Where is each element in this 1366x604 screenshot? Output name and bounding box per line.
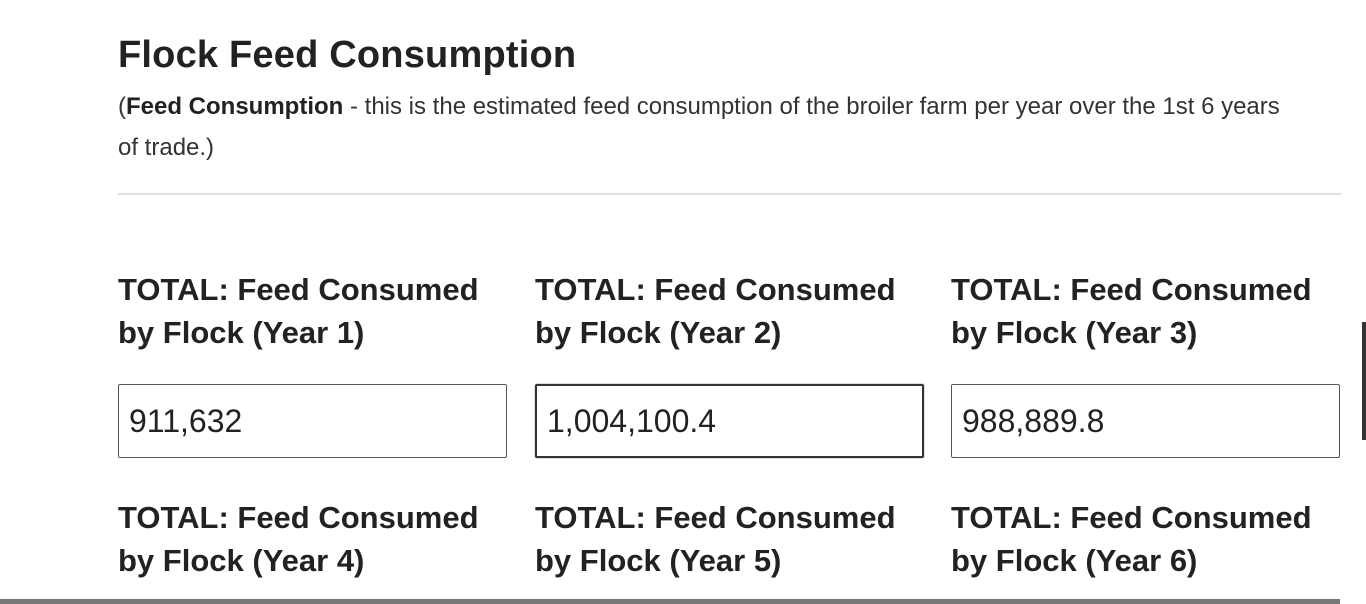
bottom-edge-border: [0, 599, 1340, 604]
description-bold-term: Feed Consumption: [126, 93, 344, 120]
field-year-1: TOTAL: Feed Consumed by Flock (Year 1): [118, 268, 507, 458]
feed-input-year-3[interactable]: [951, 384, 1340, 458]
field-year-6: TOTAL: Feed Consumed by Flock (Year 6): [951, 496, 1340, 582]
field-label-year-2: TOTAL: Feed Consumed by Flock (Year 2): [535, 272, 896, 350]
section-title: Flock Feed Consumption: [118, 34, 577, 76]
scrollbar-thumb[interactable]: [1362, 322, 1366, 440]
field-label-year-1: TOTAL: Feed Consumed by Flock (Year 1): [118, 272, 479, 350]
field-label-year-3: TOTAL: Feed Consumed by Flock (Year 3): [951, 272, 1312, 350]
field-year-3: TOTAL: Feed Consumed by Flock (Year 3): [951, 268, 1340, 458]
description-open-paren: (: [118, 93, 126, 120]
field-year-2: TOTAL: Feed Consumed by Flock (Year 2): [535, 268, 924, 458]
field-label-year-6: TOTAL: Feed Consumed by Flock (Year 6): [951, 500, 1312, 578]
section-divider: [118, 193, 1341, 195]
field-label-year-5: TOTAL: Feed Consumed by Flock (Year 5): [535, 500, 896, 578]
field-year-5: TOTAL: Feed Consumed by Flock (Year 5): [535, 496, 924, 582]
section-description: (Feed Consumption - this is the estimate…: [118, 86, 1303, 168]
feed-input-year-2[interactable]: [535, 384, 924, 458]
description-text: - this is the estimated feed consumption…: [118, 93, 1280, 161]
field-label-year-4: TOTAL: Feed Consumed by Flock (Year 4): [118, 500, 479, 578]
feed-input-year-1[interactable]: [118, 384, 507, 458]
field-year-4: TOTAL: Feed Consumed by Flock (Year 4): [118, 496, 507, 582]
